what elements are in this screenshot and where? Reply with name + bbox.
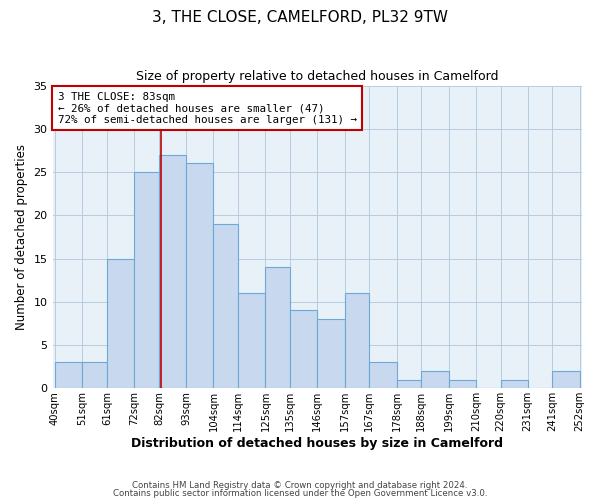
Y-axis label: Number of detached properties: Number of detached properties xyxy=(15,144,28,330)
Bar xyxy=(370,362,397,388)
Bar xyxy=(449,380,476,388)
Bar xyxy=(186,164,214,388)
Bar xyxy=(553,371,580,388)
Bar xyxy=(421,371,449,388)
Bar xyxy=(265,267,290,388)
Bar xyxy=(159,155,186,388)
Bar xyxy=(238,293,265,388)
Bar xyxy=(317,319,344,388)
Text: Contains public sector information licensed under the Open Government Licence v3: Contains public sector information licen… xyxy=(113,488,487,498)
X-axis label: Distribution of detached houses by size in Camelford: Distribution of detached houses by size … xyxy=(131,437,503,450)
Bar xyxy=(397,380,421,388)
Bar xyxy=(500,380,528,388)
Bar xyxy=(290,310,317,388)
Text: 3, THE CLOSE, CAMELFORD, PL32 9TW: 3, THE CLOSE, CAMELFORD, PL32 9TW xyxy=(152,10,448,25)
Bar xyxy=(134,172,159,388)
Bar xyxy=(214,224,238,388)
Bar xyxy=(55,362,82,388)
Bar xyxy=(344,293,370,388)
Title: Size of property relative to detached houses in Camelford: Size of property relative to detached ho… xyxy=(136,70,499,83)
Bar xyxy=(82,362,107,388)
Text: 3 THE CLOSE: 83sqm
← 26% of detached houses are smaller (47)
72% of semi-detache: 3 THE CLOSE: 83sqm ← 26% of detached hou… xyxy=(58,92,357,125)
Text: Contains HM Land Registry data © Crown copyright and database right 2024.: Contains HM Land Registry data © Crown c… xyxy=(132,481,468,490)
Bar xyxy=(107,258,134,388)
